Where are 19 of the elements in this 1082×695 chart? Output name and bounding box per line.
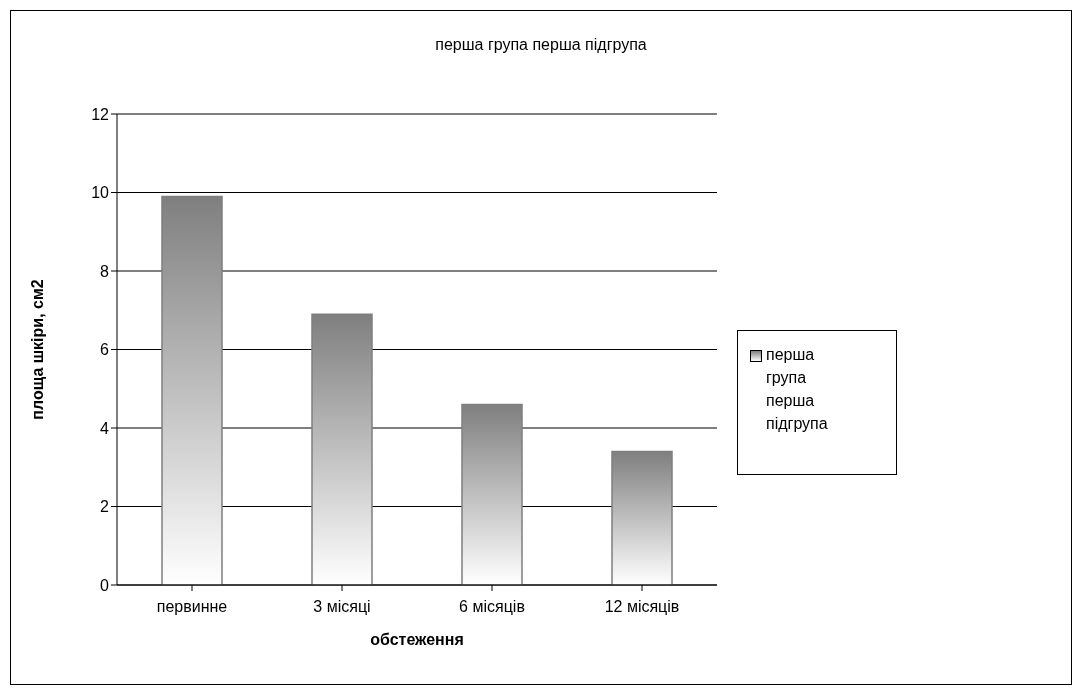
y-tick-label: 2 [100,498,110,516]
y-tick-label: 4 [100,419,110,437]
bar [461,403,523,585]
x-tick-label: 3 місяці [313,598,371,616]
bar [611,450,673,585]
x-tick-label: первинне [156,598,228,616]
y-tick-label: 6 [100,341,110,359]
bar [161,195,223,585]
x-axis-title: обстеження [370,631,464,648]
bar [311,313,373,585]
y-axis-title: площа шкіри, см2 [28,279,46,420]
x-tick-label: 12 місяців [604,598,680,616]
chart-title: перша група перша підгрупа [434,36,648,54]
y-tick-label: 8 [100,262,110,280]
x-tick-label: 6 місяців [459,598,525,616]
legend-label: перша група перша підгрупа [766,345,829,434]
y-tick-label: 0 [100,576,110,594]
y-tick-label: 12 [91,105,110,123]
y-tick-label: 10 [91,184,110,202]
